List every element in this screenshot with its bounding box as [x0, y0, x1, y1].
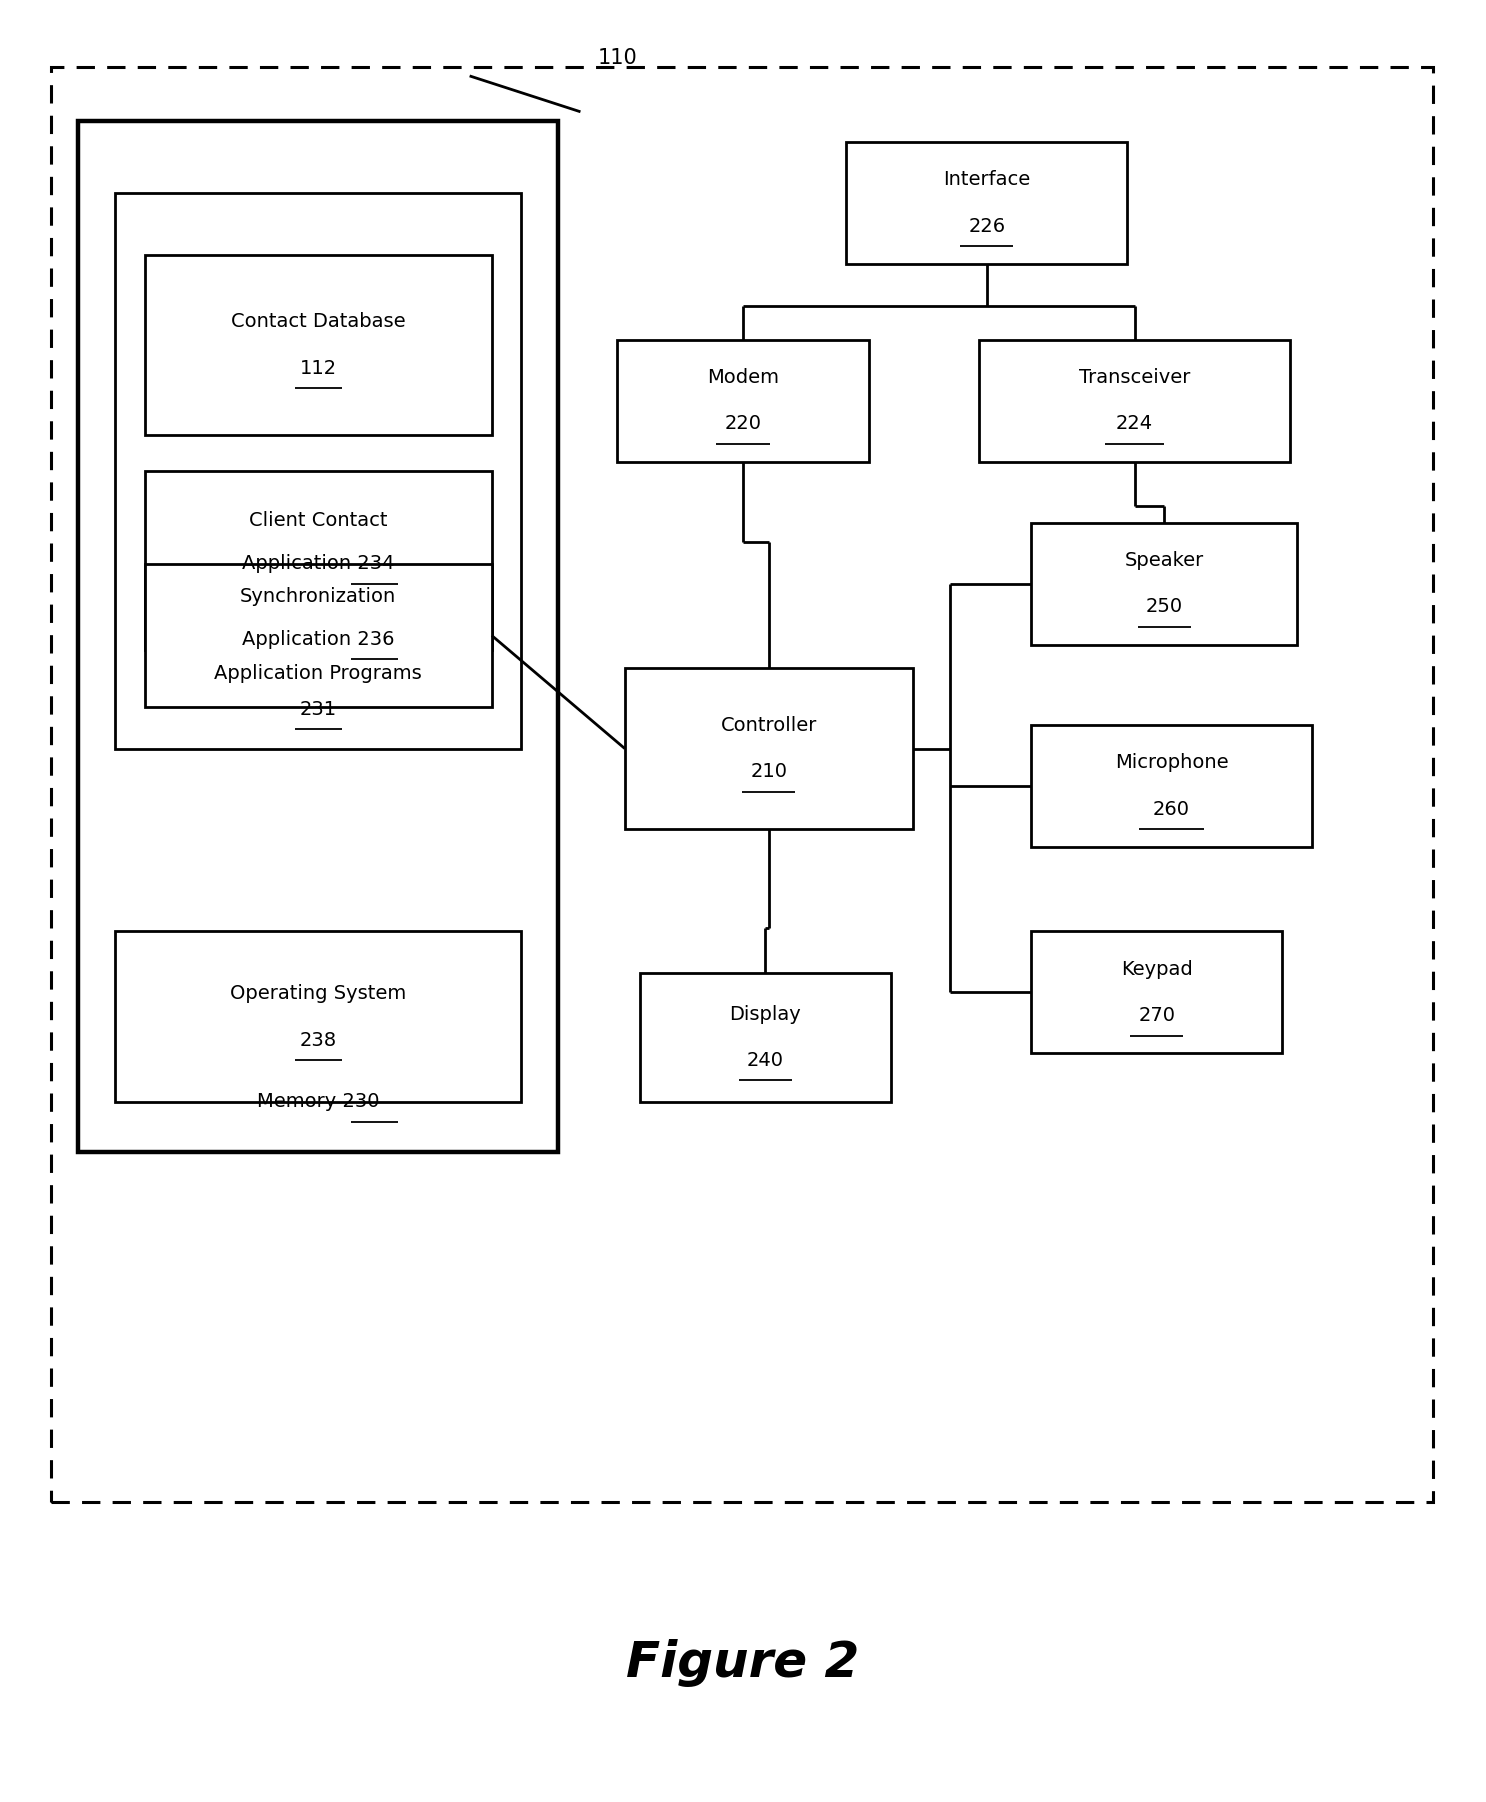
Bar — [1031, 724, 1312, 847]
Text: Display: Display — [730, 1004, 801, 1024]
Text: 250: 250 — [1146, 596, 1183, 616]
Bar — [979, 339, 1290, 461]
Bar — [639, 973, 890, 1101]
Text: 270: 270 — [1138, 1006, 1175, 1025]
Text: 224: 224 — [1116, 414, 1153, 434]
Text: Operating System: Operating System — [230, 984, 406, 1004]
Bar — [617, 339, 869, 461]
Text: 260: 260 — [1153, 800, 1190, 820]
Bar — [847, 142, 1128, 265]
Text: Controller: Controller — [721, 715, 817, 735]
Bar — [1031, 932, 1282, 1054]
Text: Client Contact: Client Contact — [250, 512, 388, 530]
Text: Application 236: Application 236 — [242, 629, 394, 649]
Bar — [79, 121, 559, 1151]
Bar — [144, 564, 492, 706]
Bar — [144, 470, 492, 651]
Text: Speaker: Speaker — [1125, 551, 1204, 569]
Text: 226: 226 — [969, 216, 1006, 236]
Bar — [144, 256, 492, 434]
Text: Keypad: Keypad — [1120, 960, 1193, 978]
Text: Transceiver: Transceiver — [1079, 368, 1190, 387]
Text: 220: 220 — [725, 414, 761, 434]
Text: Application Programs: Application Programs — [214, 663, 422, 683]
Bar — [1031, 523, 1297, 645]
Text: Figure 2: Figure 2 — [627, 1640, 859, 1687]
Bar — [114, 932, 522, 1101]
Text: Microphone: Microphone — [1114, 753, 1229, 773]
Text: 231: 231 — [300, 699, 337, 719]
Text: Modem: Modem — [707, 368, 779, 387]
Text: Synchronization: Synchronization — [241, 587, 397, 605]
Text: 112: 112 — [300, 359, 337, 378]
Bar — [624, 669, 912, 829]
Text: Application 234: Application 234 — [242, 555, 394, 573]
Text: Interface: Interface — [944, 171, 1030, 189]
Bar — [114, 193, 522, 748]
Text: Memory 230: Memory 230 — [257, 1092, 379, 1112]
Text: 110: 110 — [597, 49, 637, 68]
Text: 238: 238 — [300, 1031, 337, 1049]
Text: 210: 210 — [750, 762, 788, 782]
Text: Contact Database: Contact Database — [230, 312, 406, 332]
Bar — [52, 67, 1433, 1501]
Text: 240: 240 — [746, 1051, 783, 1070]
